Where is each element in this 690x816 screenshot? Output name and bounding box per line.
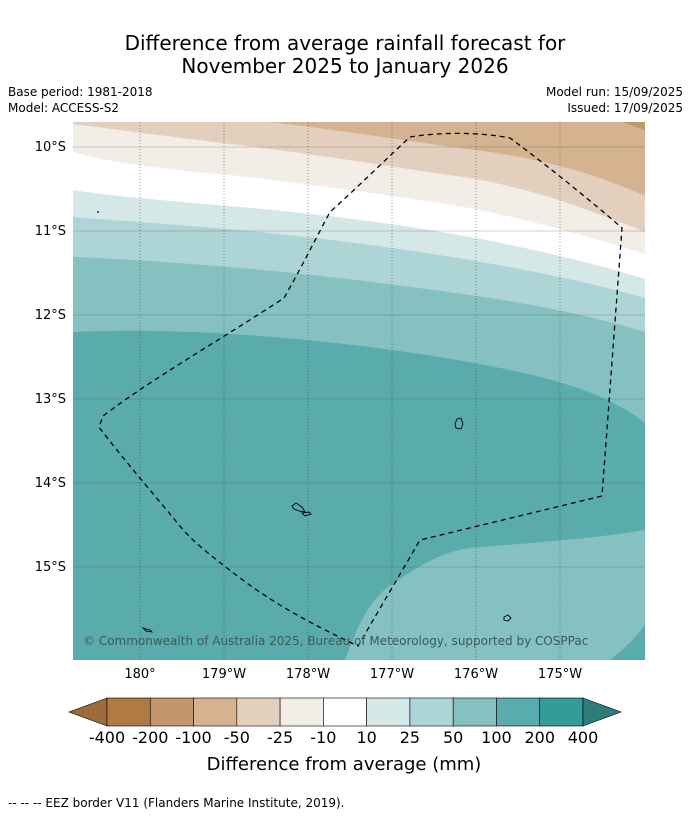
legend-swatch (539, 697, 584, 727)
legend-tick-label: 25 (400, 728, 420, 747)
legend-tick-label: 50 (443, 728, 463, 747)
lon-label: 176°W (454, 667, 498, 682)
lon-label: 177°W (370, 667, 414, 682)
legend-tick-label: -25 (267, 728, 293, 747)
lon-label: 175°W (538, 667, 582, 682)
lat-label: 12°S (35, 308, 66, 323)
issued-label: Issued: 17/09/2025 (567, 101, 683, 115)
island-northwest (97, 211, 99, 213)
legend-swatch (323, 697, 367, 727)
legend-swatch (366, 697, 411, 727)
legend-title: Difference from average (mm) (207, 754, 482, 775)
band-minus50-minus100 (270, 122, 645, 196)
legend-tick-label: -50 (224, 728, 250, 747)
island-central (291, 502, 306, 513)
lon-label: 179°W (202, 667, 246, 682)
model-label: Model: ACCESS-S2 (8, 101, 120, 115)
legend-tick-label: -200 (132, 728, 168, 747)
legend-swatch (106, 697, 151, 727)
island-southeast (503, 614, 512, 622)
lat-label: 11°S (35, 224, 66, 239)
map-title-line-1: Difference from average rainfall forecas… (124, 31, 566, 55)
legend-extend-low (68, 697, 108, 727)
base-period-label: Base period: 1981-2018 (8, 85, 153, 99)
band-100-200-corner (610, 624, 645, 660)
map-title-line-2: November 2025 to January 2026 (181, 54, 509, 78)
legend-swatch (149, 697, 194, 727)
legend-tick-label: 100 (481, 728, 512, 747)
copyright-notice: © Commonwealth of Australia 2025, Bureau… (83, 634, 588, 648)
lat-label: 13°S (35, 392, 66, 407)
eez-border (98, 132, 623, 647)
longitude-labels: 180° 179°W 178°W 177°W 176°W 175°W (124, 667, 582, 682)
legend-extend-high (582, 697, 622, 727)
latitude-gridlines (73, 146, 645, 568)
island-east (454, 417, 464, 430)
model-run-label: Model run: 15/09/2025 (545, 85, 683, 99)
legend-colorbar (68, 697, 622, 727)
lat-label: 10°S (35, 140, 66, 155)
legend-swatch (236, 697, 281, 727)
legend-tick-labels: -400 -200 -100 -50 -25 -10 10 25 50 100 200 400 (89, 728, 598, 747)
latitude-labels: 10°S 11°S 12°S 13°S 14°S 15°S (35, 140, 66, 575)
lon-label: 180° (124, 667, 155, 682)
legend-tick-label: -100 (175, 728, 211, 747)
legend-tick-label: -10 (310, 728, 336, 747)
legend-tick-label: 200 (524, 728, 555, 747)
lat-label: 14°S (35, 476, 66, 491)
lon-label: 178°W (286, 667, 330, 682)
legend-swatch (452, 697, 497, 727)
legend-swatch (279, 697, 324, 727)
island-central-small (301, 511, 312, 517)
legend-tick-label: -400 (89, 728, 125, 747)
legend-swatch (193, 697, 238, 727)
band-50-100-southeast (345, 530, 645, 660)
legend-tick-label: 10 (356, 728, 376, 747)
island-southwest (141, 627, 154, 633)
legend-tick-label: 400 (568, 728, 599, 747)
legend-swatch (409, 697, 454, 727)
lat-label: 15°S (35, 560, 66, 575)
eez-border-note: -- -- -- EEZ border V11 (Flanders Marine… (8, 796, 345, 810)
band-minus100-minus200 (622, 122, 645, 130)
legend-swatch (496, 697, 541, 727)
rainfall-anomaly-field (73, 122, 645, 660)
